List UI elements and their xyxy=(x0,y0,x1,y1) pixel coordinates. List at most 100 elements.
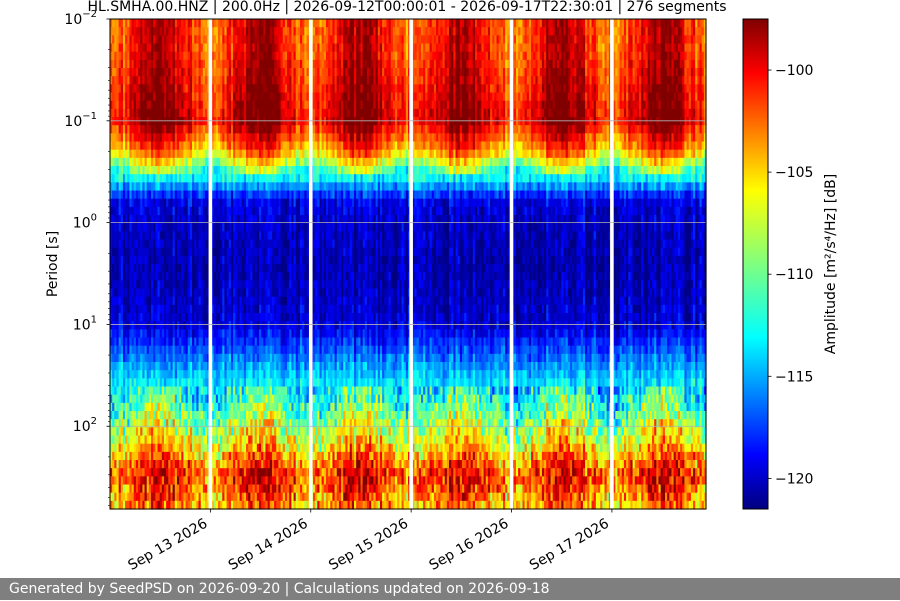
heatmap-cell xyxy=(161,35,165,45)
heatmap-cell xyxy=(153,419,156,428)
heatmap-cell xyxy=(110,76,113,85)
heatmap-cell xyxy=(179,468,182,477)
heatmap-cell xyxy=(174,329,178,339)
heatmap-cell xyxy=(163,386,167,396)
heatmap-cell xyxy=(196,35,200,45)
heatmap-cell xyxy=(159,255,163,265)
heatmap-cell xyxy=(135,27,139,36)
heatmap-cell xyxy=(135,43,139,53)
heatmap-cell xyxy=(112,484,115,494)
heatmap-cell xyxy=(114,362,118,371)
heatmap-cell xyxy=(138,182,141,192)
heatmap-cell xyxy=(166,378,169,388)
heatmap-cell xyxy=(144,92,148,102)
heatmap-cell xyxy=(114,149,118,159)
heatmap-cell xyxy=(127,68,131,77)
heatmap-cell xyxy=(116,149,120,159)
heatmap-cell xyxy=(159,484,163,494)
heatmap-cell xyxy=(159,280,163,290)
heatmap-cell xyxy=(153,215,156,224)
heatmap-cell xyxy=(135,476,139,486)
heatmap-cell xyxy=(125,100,128,110)
heatmap-cell xyxy=(110,272,113,281)
heatmap-cell xyxy=(198,492,202,502)
heatmap-cell xyxy=(179,394,182,404)
heatmap-cell xyxy=(192,149,195,159)
heatmap-cell xyxy=(144,411,148,420)
heatmap-cell xyxy=(110,108,113,118)
heatmap-cell xyxy=(166,125,169,134)
heatmap-cell xyxy=(187,264,191,273)
heatmap-cell xyxy=(112,27,115,36)
heatmap-cell xyxy=(131,402,135,412)
heatmap-cell xyxy=(153,255,156,265)
heatmap-cell xyxy=(135,35,139,45)
heatmap-cell xyxy=(183,35,187,45)
heatmap-cell xyxy=(144,215,148,224)
heatmap-cell xyxy=(161,427,165,437)
heatmap-cell xyxy=(174,460,178,469)
heatmap-cell xyxy=(192,411,195,420)
heatmap-cell xyxy=(172,451,176,461)
heatmap-cell xyxy=(161,280,165,290)
heatmap-cell xyxy=(202,223,206,232)
heatmap-cell xyxy=(200,182,204,192)
heatmap-cell xyxy=(183,386,187,396)
heatmap-cell xyxy=(196,27,200,36)
heatmap-cell xyxy=(112,313,115,322)
heatmap-cell xyxy=(127,500,131,510)
spectrogram-heatmap xyxy=(110,19,707,510)
heatmap-cell xyxy=(198,51,202,61)
heatmap-cell xyxy=(176,345,180,355)
heatmap-cell xyxy=(153,117,156,126)
heatmap-cell xyxy=(131,215,135,224)
heatmap-cell xyxy=(133,43,137,53)
heatmap-cell xyxy=(179,345,182,355)
heatmap-cell xyxy=(202,492,206,502)
heatmap-cell xyxy=(179,206,182,216)
heatmap-cell xyxy=(131,329,135,339)
heatmap-cell xyxy=(127,92,131,102)
heatmap-cell xyxy=(194,206,197,216)
heatmap-cell xyxy=(122,68,126,77)
heatmap-cell xyxy=(170,76,174,85)
heatmap-cell xyxy=(146,100,150,110)
heatmap-cell xyxy=(135,223,139,232)
heatmap-cell xyxy=(185,378,189,388)
heatmap-cell xyxy=(183,394,187,404)
heatmap-cell xyxy=(187,288,191,298)
heatmap-cell xyxy=(198,157,202,167)
heatmap-cell xyxy=(183,288,187,298)
heatmap-cell xyxy=(138,247,141,257)
heatmap-cell xyxy=(122,59,126,69)
heatmap-cell xyxy=(122,386,126,396)
heatmap-cell xyxy=(129,149,133,159)
heatmap-cell xyxy=(138,239,141,249)
heatmap-cell xyxy=(114,174,118,183)
heatmap-cell xyxy=(127,239,131,249)
heatmap-cell xyxy=(192,174,195,183)
heatmap-cell xyxy=(192,468,195,477)
heatmap-cell xyxy=(142,125,146,134)
heatmap-cell xyxy=(129,419,133,428)
heatmap-cell xyxy=(125,223,128,232)
heatmap-cell xyxy=(174,133,178,143)
heatmap-cell xyxy=(144,280,148,290)
heatmap-cell xyxy=(151,35,154,45)
heatmap-cell xyxy=(166,19,169,28)
heatmap-cell xyxy=(120,492,124,502)
heatmap-cell xyxy=(120,370,124,379)
heatmap-cell xyxy=(163,125,167,134)
heatmap-cell xyxy=(187,76,191,85)
heatmap-cell xyxy=(131,239,135,249)
heatmap-cell xyxy=(144,337,148,347)
heatmap-cell xyxy=(200,468,204,477)
heatmap-cell xyxy=(118,435,122,445)
heatmap-cell xyxy=(133,206,137,216)
heatmap-cell xyxy=(187,247,191,257)
heatmap-cell xyxy=(200,108,204,118)
heatmap-cell xyxy=(196,484,200,494)
heatmap-cell xyxy=(146,329,150,339)
heatmap-cell xyxy=(146,443,150,453)
heatmap-cell xyxy=(202,255,206,265)
